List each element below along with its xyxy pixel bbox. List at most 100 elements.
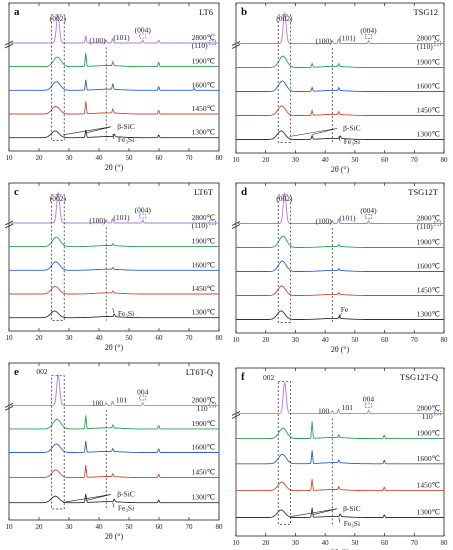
x-tick-label: 30 (66, 334, 74, 342)
peak-004-box (364, 214, 372, 219)
phase-label-fe3si: Fe₃Si (118, 309, 134, 318)
peak-110-box (433, 40, 441, 46)
peak-label-002: (002) (276, 194, 293, 203)
x-tick-label: 60 (156, 334, 164, 342)
series-line-1600 (9, 440, 219, 453)
series-line-1300 (236, 507, 444, 518)
panel-letter: b (241, 6, 247, 18)
x-tick-label: 20 (36, 154, 44, 162)
panel-letter: c (14, 186, 19, 198)
x-tick-label: 50 (351, 156, 359, 164)
peak-label-101: (101) (339, 34, 356, 43)
x-tick-label: 10 (6, 523, 14, 531)
peak-110-box (208, 220, 216, 226)
plot-frame (235, 182, 445, 334)
panel-a: 10 20 30 40 50 60 70 80 2θ (°) a LT6 2800℃ 1900℃ 1600… (4, 2, 223, 172)
peak-002-box (51, 14, 65, 141)
x-tick-label: 20 (262, 539, 270, 547)
series-line-1600 (9, 261, 219, 271)
x-tick-label: 30 (66, 523, 74, 531)
peak-label-110: (110) (417, 42, 433, 51)
series-line-1450 (236, 105, 444, 116)
peak-label-002: (002) (50, 194, 67, 203)
series-label: 2800℃ (417, 214, 441, 223)
series-label: 1600℃ (417, 82, 441, 91)
phase-label-fe3si: Fe₃Si (344, 519, 360, 528)
x-tick-label: 30 (292, 539, 300, 547)
phase-label-fe: Fe (341, 305, 349, 314)
series-line-1900 (9, 415, 219, 430)
series-label: 2800℃ (192, 33, 216, 42)
series-label: 1900℃ (192, 419, 216, 428)
series-line-1450 (9, 101, 219, 115)
peak-label-101: (101) (113, 213, 130, 222)
peak-004-box (364, 34, 372, 39)
x-tick-label: 50 (126, 334, 134, 342)
peak-label-100: (100) (316, 217, 333, 226)
x-tick-label: 80 (441, 336, 449, 344)
peak-label-004: (004) (135, 26, 152, 35)
peak-label-110: (110) (192, 221, 208, 230)
series-line-1450 (236, 285, 444, 296)
x-axis-label: 2θ (°) (331, 548, 350, 550)
panel-b: 10 20 30 40 50 60 70 80 2θ (°) b TSG12 2800℃ 1900℃ 16… (231, 2, 448, 174)
x-tick-label: 80 (216, 523, 224, 531)
x-tick-label: 20 (36, 334, 44, 342)
x-tick-label: 70 (186, 334, 194, 342)
peak-label-101: (101) (113, 33, 130, 42)
x-tick-label: 70 (411, 156, 419, 164)
series-label: 2800℃ (417, 34, 441, 43)
peak-label-100: (100) (316, 37, 333, 46)
peak-label-101: 101 (342, 403, 354, 412)
panel-e: 10 20 30 40 50 60 70 80 2θ (°) e LT6T-Q 2800℃ 1900℃ 1… (4, 362, 224, 541)
x-tick-label: 20 (262, 336, 270, 344)
series-line-2800 (236, 11, 444, 44)
phase-label-sic: β-SiC (343, 124, 361, 133)
peak-label-002: 002 (263, 373, 275, 382)
series-label: 2800℃ (192, 213, 216, 222)
series-label: 1600℃ (192, 442, 216, 451)
x-tick-label: 40 (96, 334, 104, 342)
series-line-1600 (9, 79, 219, 91)
x-tick-label: 80 (441, 539, 449, 547)
panel-c: 10 20 30 40 50 60 70 80 2θ (°) c LT6T 2800℃ 1900℃ 160… (4, 182, 224, 352)
series-line-1300 (9, 129, 219, 139)
x-tick-label: 60 (156, 523, 164, 531)
series-label: 1300℃ (417, 508, 441, 517)
series-label: 1450℃ (417, 106, 441, 115)
phase-label-sic: β-SiC (117, 122, 135, 131)
x-tick-label: 10 (233, 336, 241, 344)
x-tick-label: 20 (36, 523, 44, 531)
peak-label-004: 004 (363, 395, 375, 404)
panel-f: 10 20 30 40 50 60 70 80 2θ (°) f TSG12T-Q 2800℃ 1900… (231, 367, 449, 550)
phase-label-sic: β-SiC (343, 504, 361, 513)
x-tick-label: 50 (126, 154, 134, 162)
x-tick-label: 60 (156, 154, 164, 162)
x-tick-label: 10 (6, 334, 14, 342)
peak-004-box (364, 402, 372, 408)
series-label: 1300℃ (192, 308, 216, 317)
series-label: 1600℃ (417, 262, 441, 271)
x-tick-label: 50 (126, 523, 134, 531)
series-line-2800 (9, 190, 219, 224)
plot-frame (235, 367, 445, 537)
peak-002-box (51, 194, 65, 321)
x-tick-label: 70 (411, 336, 419, 344)
series-line-1900 (9, 236, 219, 248)
peak-004-box (139, 213, 147, 219)
panel-title: LT6 (199, 7, 213, 17)
series-line-1600 (236, 260, 444, 272)
series-line-1450 (236, 478, 444, 492)
series-label: 1450℃ (192, 468, 216, 477)
peak-label-004: (004) (360, 26, 377, 35)
peak-004-box (139, 395, 147, 401)
series-label: 1300℃ (417, 310, 441, 319)
series-label: 1900℃ (417, 429, 441, 438)
x-tick-label: 40 (322, 336, 330, 344)
x-tick-label: 80 (216, 334, 224, 342)
x-tick-label: 50 (351, 336, 359, 344)
x-axis-label: 2θ (°) (105, 532, 124, 541)
fe3si-pointer (338, 135, 341, 142)
series-line-1900 (236, 55, 444, 68)
peak-label-100: 100 (92, 398, 104, 407)
